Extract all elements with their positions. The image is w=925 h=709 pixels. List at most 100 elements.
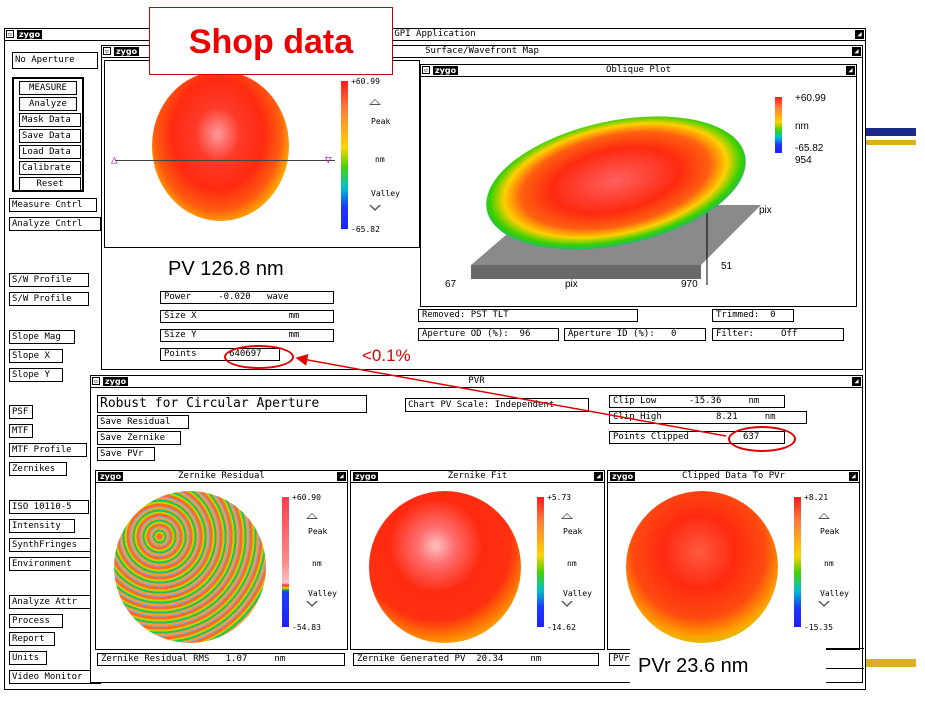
- fit-color-scale: [537, 497, 544, 627]
- aperture-id-field: Aperture ID (%): 0: [564, 328, 706, 341]
- surface-unit: nm: [375, 155, 385, 164]
- pvr-annotation-line-top: [826, 648, 864, 649]
- environment-button[interactable]: Environment: [9, 557, 91, 571]
- slide-bar-top: [866, 128, 916, 136]
- generated-pv-field: Zernike Generated PV 20.34 nm: [353, 653, 599, 666]
- measure-cntrl-button[interactable]: Measure Cntrl: [9, 198, 97, 212]
- power-field: Power -0.020 wave: [160, 291, 334, 304]
- load-data-button[interactable]: Load Data: [19, 145, 81, 159]
- residual-min: -54.83: [292, 623, 321, 632]
- save-data-button[interactable]: Save Data: [19, 129, 81, 143]
- points-clipped-ellipse: [728, 426, 796, 452]
- slope-x-button[interactable]: Slope X: [9, 349, 63, 363]
- oblique-y-min: 51: [721, 261, 733, 272]
- profile-marker-left: △: [111, 153, 118, 166]
- pvr-method-select[interactable]: Robust for Circular Aperture: [97, 395, 367, 413]
- removed-field: Removed: PST TLT: [418, 309, 638, 322]
- resize-icon[interactable]: ◢: [594, 472, 603, 481]
- peak-arrow-icon: [306, 513, 318, 519]
- surface-map-disk: [152, 71, 289, 221]
- peak-arrow-icon: [561, 513, 573, 519]
- analyze-attr-button[interactable]: Analyze Attr: [9, 595, 93, 609]
- clipped-map-disk: [626, 491, 778, 643]
- mask-data-button[interactable]: Mask Data: [19, 113, 81, 127]
- slide-bar-top-gold: [866, 140, 916, 145]
- window-menu-icon[interactable]: ▫: [6, 30, 14, 38]
- residual-unit: nm: [312, 559, 322, 568]
- zygo-logo: zygo: [433, 66, 459, 75]
- iso-10110-button[interactable]: ISO 10110-5: [9, 500, 89, 514]
- clipped-color-scale: [794, 497, 801, 627]
- points-highlight-ellipse: [224, 345, 294, 369]
- units-button[interactable]: Units: [9, 651, 47, 665]
- surface-valley-label: Valley: [371, 189, 400, 198]
- window-menu-icon[interactable]: ▫: [92, 377, 100, 385]
- pvr-title: PVR: [468, 376, 485, 386]
- window-menu-icon[interactable]: ▫: [103, 47, 111, 55]
- clipped-max: +8.21: [804, 493, 829, 502]
- mtf-button[interactable]: MTF: [9, 424, 33, 438]
- psf-button[interactable]: PSF: [9, 405, 33, 419]
- generated-pv-unit: nm: [530, 654, 542, 664]
- clipped-title: Clipped Data To PVr: [682, 471, 785, 481]
- valley-arrow-icon: [306, 601, 318, 607]
- residual-color-scale: [282, 497, 289, 627]
- save-zernike-button[interactable]: Save Zernike: [97, 431, 181, 445]
- intensity-button[interactable]: Intensity: [9, 519, 75, 533]
- window-menu-icon[interactable]: ▫: [422, 66, 430, 74]
- calibrate-button[interactable]: Calibrate: [19, 161, 81, 175]
- sw-profile-button-2[interactable]: S/W Profile: [9, 292, 89, 306]
- chart-pv-scale-select[interactable]: Chart PV Scale: Independent: [405, 398, 589, 412]
- measure-button[interactable]: MEASURE: [19, 81, 77, 95]
- zernikes-button[interactable]: Zernikes: [9, 462, 67, 476]
- reset-button[interactable]: Reset: [19, 177, 81, 191]
- valley-arrow-icon: [561, 601, 573, 607]
- synthfringes-button[interactable]: SynthFringes: [9, 538, 93, 552]
- analyze-cntrl-button[interactable]: Analyze Cntrl: [9, 217, 101, 231]
- clipped-unit: nm: [824, 559, 834, 568]
- valley-arrow-icon: [818, 601, 830, 607]
- oblique-title: Oblique Plot: [605, 65, 672, 75]
- slope-mag-button[interactable]: Slope Mag: [9, 330, 75, 344]
- zygo-logo: zygo: [353, 472, 379, 481]
- resize-icon[interactable]: ◢: [852, 377, 861, 386]
- zygo-logo: zygo: [103, 377, 129, 386]
- resize-icon[interactable]: ◢: [852, 47, 861, 56]
- fit-map-disk: [369, 491, 521, 643]
- resize-icon[interactable]: ◢: [846, 66, 855, 75]
- clipped-valley: Valley: [820, 589, 849, 598]
- resize-icon[interactable]: ◢: [855, 30, 864, 39]
- surface-map-plot: △ ▽ +60.99 Peak nm Valley -65.82: [104, 60, 420, 248]
- oblique-x-label: pix: [565, 279, 578, 290]
- report-button[interactable]: Report: [9, 632, 55, 646]
- profile-marker-right: ▽: [325, 153, 332, 166]
- aperture-select[interactable]: No Aperture: [12, 52, 98, 69]
- clipped-data-window: zygo Clipped Data To PVr ◢ +8.21 Peak nm…: [607, 470, 860, 650]
- video-monitor-button[interactable]: Video Monitor: [9, 670, 101, 684]
- clip-low-label: Clip Low: [613, 396, 657, 406]
- app-title-bar: ▫ zygo GPI Application ◢: [5, 29, 865, 41]
- slope-y-button[interactable]: Slope Y: [9, 368, 63, 382]
- residual-rms-field: Zernike Residual RMS 1.07 nm: [97, 653, 345, 666]
- clipped-peak: Peak: [820, 527, 840, 536]
- resize-icon[interactable]: ◢: [849, 472, 858, 481]
- clip-high-unit: nm: [764, 412, 776, 422]
- fit-title-bar: zygo Zernike Fit ◢: [351, 471, 604, 483]
- peak-arrow-icon: [369, 99, 381, 105]
- process-button[interactable]: Process: [9, 614, 63, 628]
- zernike-fit-window: zygo Zernike Fit ◢ +5.73 Peak nm Valley …: [350, 470, 605, 650]
- save-pvr-button[interactable]: Save PVr: [97, 447, 155, 461]
- residual-rms-unit: nm: [274, 654, 286, 664]
- sw-profile-button-1[interactable]: S/W Profile: [9, 273, 89, 287]
- oblique-x-min: 67: [445, 279, 457, 290]
- zernike-residual-window: zygo Zernike Residual ◢ +60.90 Peak nm V…: [95, 470, 348, 650]
- surface-scale-max: +60.99: [351, 77, 380, 86]
- mtf-profile-button[interactable]: MTF Profile: [9, 443, 87, 457]
- resize-icon[interactable]: ◢: [337, 472, 346, 481]
- pvr-annotation: PVr 23.6 nm: [630, 646, 826, 686]
- oblique-extra-value: 954: [795, 155, 812, 166]
- analyze-button[interactable]: Analyze: [19, 97, 77, 111]
- save-residual-button[interactable]: Save Residual: [97, 415, 189, 429]
- residual-rms-value: 1.07: [225, 654, 248, 664]
- oblique-y-label: pix: [759, 205, 772, 216]
